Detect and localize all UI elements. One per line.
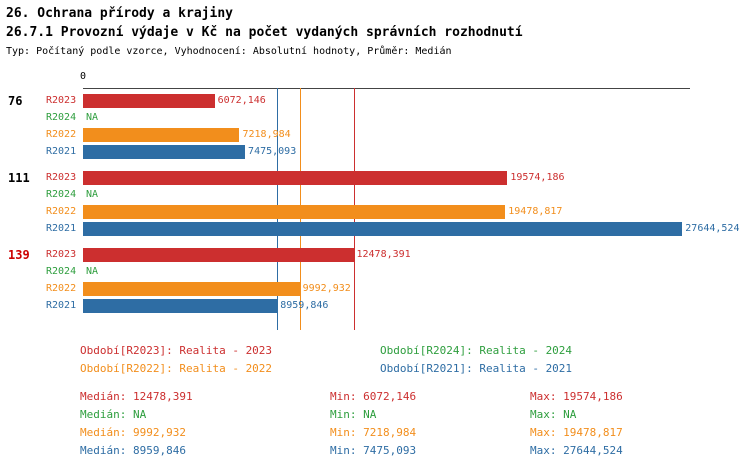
bar-track: 8959,846 — [83, 298, 690, 313]
bar-row: 139 R2023 12478,391 — [0, 246, 750, 263]
chapter-title: 26. Ochrana přírody a krajiny — [6, 6, 233, 21]
legend-item-r2021: Období[R2021]: Realita - 2021 — [380, 362, 573, 375]
row-series-label: R2023 — [46, 95, 77, 106]
value-bar[interactable] — [83, 298, 278, 313]
bar-row: R2024 NA — [0, 186, 750, 203]
bar-row: R2021 27644,524 — [0, 220, 750, 237]
stat-median: Medián: NA — [80, 408, 147, 421]
indicator-subtitle: Typ: Počítaný podle vzorce, Vyhodnocení:… — [6, 46, 452, 57]
bar-row: R2021 8959,846 — [0, 297, 750, 314]
value-bar[interactable] — [83, 170, 508, 185]
row-series-label: R2021 — [46, 300, 77, 311]
indicator-title: 26.7.1 Provozní výdaje v Kč na počet vyd… — [6, 25, 523, 40]
axis-zero-label: 0 — [80, 71, 87, 82]
row-series-label: R2022 — [46, 129, 77, 140]
bar-track: 12478,391 — [83, 247, 690, 262]
bar-track: 9992,932 — [83, 281, 690, 296]
bar-value-label: 6072,146 — [217, 95, 266, 106]
bar-track: 19478,817 — [83, 204, 690, 219]
bar-track: 7475,093 — [83, 144, 690, 159]
row-series-label: R2022 — [46, 283, 77, 294]
stat-max: Max: 19574,186 — [530, 390, 623, 403]
row-series-label: R2024 — [46, 266, 77, 277]
stat-median: Medián: 9992,932 — [80, 426, 186, 439]
bar-value-label: 19478,817 — [508, 206, 563, 217]
row-series-label: R2023 — [46, 172, 77, 183]
bar-value-label: 9992,932 — [302, 283, 351, 294]
bar-row: R2024 NA — [0, 263, 750, 280]
group-id-label: 111 — [8, 170, 30, 185]
stats-block: Medián: 12478,391 Min: 6072,146 Max: 195… — [80, 390, 740, 462]
bar-track: NA — [83, 187, 690, 202]
legend-item-r2022: Období[R2022]: Realita - 2022 — [80, 362, 273, 375]
stats-row-r2023: Medián: 12478,391 Min: 6072,146 Max: 195… — [80, 390, 740, 408]
bar-value-label: 7475,093 — [248, 146, 297, 157]
bar-value-label: NA — [86, 266, 99, 277]
bar-chart: 0 76 R2023 6072,146 R2024 — [0, 71, 750, 330]
row-series-label: R2021 — [46, 146, 77, 157]
value-bar[interactable] — [83, 127, 240, 142]
group-id-label-highlighted: 139 — [8, 247, 30, 262]
bar-track: NA — [83, 264, 690, 279]
group-76: 76 R2023 6072,146 R2024 NA — [0, 92, 750, 160]
bar-row: R2022 7218,984 — [0, 126, 750, 143]
bar-track: 6072,146 — [83, 93, 690, 108]
stats-row-r2021: Medián: 8959,846 Min: 7475,093 Max: 2764… — [80, 444, 740, 462]
chart-header: 26. Ochrana přírody a krajiny 26.7.1 Pro… — [6, 4, 523, 57]
bar-groups: 76 R2023 6072,146 R2024 NA — [0, 92, 750, 323]
value-bar[interactable] — [83, 221, 683, 236]
bar-track: 19574,186 — [83, 170, 690, 185]
value-bar[interactable] — [83, 247, 354, 262]
stat-median: Medián: 8959,846 — [80, 444, 186, 457]
bar-row: R2022 19478,817 — [0, 203, 750, 220]
row-series-label: R2024 — [46, 112, 77, 123]
stat-max: Max: 19478,817 — [530, 426, 623, 439]
bar-value-label: 19574,186 — [510, 172, 565, 183]
bar-value-label: NA — [86, 112, 99, 123]
stats-row-r2024: Medián: NA Min: NA Max: NA — [80, 408, 740, 426]
x-axis-line — [83, 88, 690, 89]
bar-value-label: 8959,846 — [280, 300, 329, 311]
stat-median: Medián: 12478,391 — [80, 390, 193, 403]
chart-legend: Období[R2023]: Realita - 2023 Období[R20… — [80, 344, 720, 375]
row-series-label: R2023 — [46, 249, 77, 260]
group-id-label: 76 — [8, 93, 23, 108]
value-bar[interactable] — [83, 281, 300, 296]
row-series-label: R2021 — [46, 223, 77, 234]
value-bar[interactable] — [83, 144, 246, 159]
row-series-label: R2022 — [46, 206, 77, 217]
row-series-label: R2024 — [46, 189, 77, 200]
bar-track: 27644,524 — [83, 221, 739, 236]
bar-value-label: 27644,524 — [685, 223, 740, 234]
bar-track: NA — [83, 110, 690, 125]
bar-row: R2024 NA — [0, 109, 750, 126]
stat-min: Min: 7475,093 — [330, 444, 417, 457]
legend-item-r2024: Období[R2024]: Realita - 2024 — [380, 344, 573, 357]
bar-track: 7218,984 — [83, 127, 690, 142]
legend-item-r2023: Období[R2023]: Realita - 2023 — [80, 344, 273, 357]
bar-value-label: NA — [86, 189, 99, 200]
bar-row: 111 R2023 19574,186 — [0, 169, 750, 186]
bar-row: 76 R2023 6072,146 — [0, 92, 750, 109]
stat-max: Max: NA — [530, 408, 577, 421]
value-bar[interactable] — [83, 204, 506, 219]
stats-row-r2022: Medián: 9992,932 Min: 7218,984 Max: 1947… — [80, 426, 740, 444]
bar-row: R2021 7475,093 — [0, 143, 750, 160]
group-111: 111 R2023 19574,186 R2024 NA — [0, 169, 750, 237]
bar-value-label: 12478,391 — [356, 249, 411, 260]
bar-row: R2022 9992,932 — [0, 280, 750, 297]
stat-min: Min: 6072,146 — [330, 390, 417, 403]
stat-min: Min: NA — [330, 408, 377, 421]
group-139: 139 R2023 12478,391 R2024 NA — [0, 246, 750, 314]
bar-value-label: 7218,984 — [242, 129, 291, 140]
stat-max: Max: 27644,524 — [530, 444, 623, 457]
value-bar[interactable] — [83, 93, 215, 108]
stat-min: Min: 7218,984 — [330, 426, 417, 439]
